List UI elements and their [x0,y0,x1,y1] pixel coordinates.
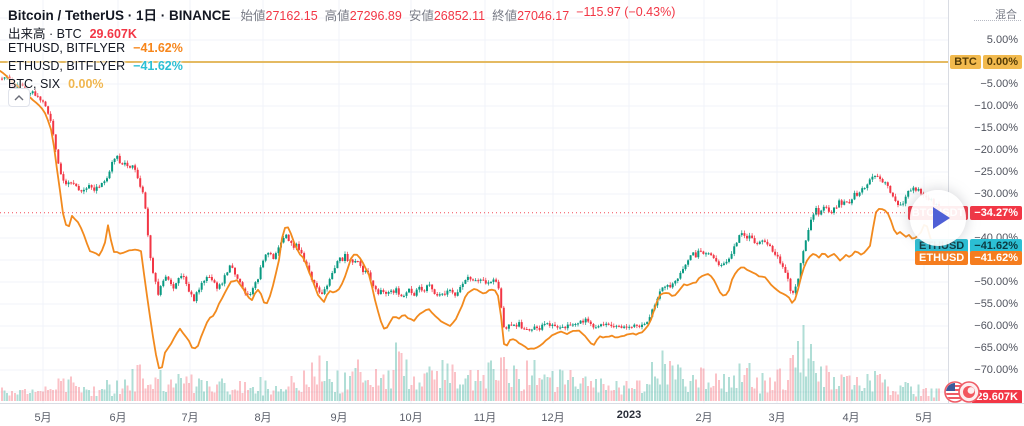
price-label-value: −34.27% [970,206,1022,220]
token-logo-icon [958,381,980,403]
time-tick: 2月 [695,412,713,424]
price-label-value: −41.62% [970,239,1022,253]
time-tick: 4月 [842,412,860,424]
play-icon [932,207,950,229]
price-label-symbol: ETHUSD [915,251,969,265]
replay-play-button[interactable] [910,190,966,246]
legend-collapse-button[interactable] [8,88,30,107]
price-tick: −5.00% [980,78,1018,90]
price-tick: −20.00% [974,144,1018,156]
chevron-up-icon [14,94,24,100]
legend-row[interactable]: BTC, SIX 0.00% [8,77,104,91]
price-tick: −60.00% [974,320,1018,332]
price-label-symbol: BTC [950,55,981,69]
time-tick: 3月 [768,412,786,424]
time-tick: 8月 [254,412,272,424]
legend-symbol-label[interactable]: BTC, SIX [8,77,61,91]
candlestick-chart[interactable] [0,0,948,403]
price-label-value: 29.607K [972,390,1022,404]
legend-row[interactable]: 出来高 · BTC 29.607K [8,23,137,42]
symbol-title[interactable]: Bitcoin / TetherUS · 1日 · BINANCE [8,8,231,23]
ohlc-item: 安値26852.11 [408,9,486,23]
time-tick: 6月 [109,412,127,424]
time-tick: 9月 [330,412,348,424]
price-label-value: −41.62% [970,251,1022,265]
price-tick: −25.00% [974,166,1018,178]
time-axis[interactable]: 5月 6月 7月 8月 9月 10月 11月 12月 2023 2月 3月 4月 5月 [0,403,1024,426]
scale-mode-label[interactable]: 混合 [995,9,1017,21]
price-tick: −65.00% [974,342,1018,354]
time-tick: 5月 [915,412,933,424]
time-tick: 12月 [541,412,565,424]
price-label-btc: BTC 0.00% [950,55,1022,69]
price-label-value: 0.00% [982,55,1022,69]
legend-value: 29.607K [89,27,137,41]
price-tick: −15.00% [974,122,1018,134]
change-value: −115.97 (−0.43%) [576,5,676,19]
time-tick: 11月 [473,412,497,424]
price-tick: −50.00% [974,276,1018,288]
time-tick: 5月 [34,412,52,424]
legend-value: 0.00% [68,77,104,91]
time-tick: 7月 [181,412,199,424]
price-tick: 5.00% [986,34,1018,46]
chart-header[interactable]: Bitcoin / TetherUS · 1日 · BINANCE 始値2716… [8,4,675,24]
pair-logos [943,380,981,409]
price-label-volume: 29.607K [972,390,1022,404]
legend-symbol-label[interactable]: ETHUSD, BITFLYER [8,59,126,73]
price-tick: −30.00% [974,188,1018,200]
price-tick: −55.00% [974,298,1018,310]
ohlc-item: 高値27296.89 [324,9,402,23]
scale-mode-underline [974,20,1021,21]
ohlc-values: 始値27162.15 高値27296.89 安値26852.11 終値27046.17… [241,5,676,24]
legend-value: −41.62% [133,59,183,73]
time-tick: 2023 [616,409,642,421]
legend-symbol-label[interactable]: ETHUSD, BITFLYER [8,41,126,55]
ohlc-item: 終値27046.17 [492,9,570,23]
price-tick: −10.00% [974,100,1018,112]
price-label-ethusd: ETHUSD −41.62% [915,251,1022,265]
time-tick: 10月 [399,412,423,424]
legend-row[interactable]: ETHUSD, BITFLYER −41.62% [8,41,183,55]
legend-symbol-label[interactable]: 出来高 · BTC [8,27,82,41]
legend-value: −41.62% [133,41,183,55]
ohlc-item: 始値27162.15 [240,9,318,23]
price-label-ethusd: ETHUSD −41.62% [915,239,1022,253]
legend-row[interactable]: ETHUSD, BITFLYER −41.62% [8,59,183,73]
price-tick: −70.00% [974,364,1018,376]
